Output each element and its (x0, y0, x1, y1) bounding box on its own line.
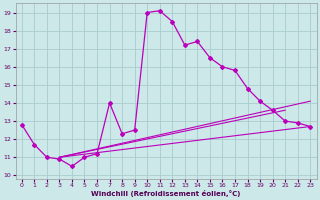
X-axis label: Windchill (Refroidissement éolien,°C): Windchill (Refroidissement éolien,°C) (91, 190, 241, 197)
